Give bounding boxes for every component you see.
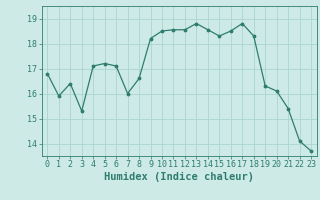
- X-axis label: Humidex (Indice chaleur): Humidex (Indice chaleur): [104, 172, 254, 182]
